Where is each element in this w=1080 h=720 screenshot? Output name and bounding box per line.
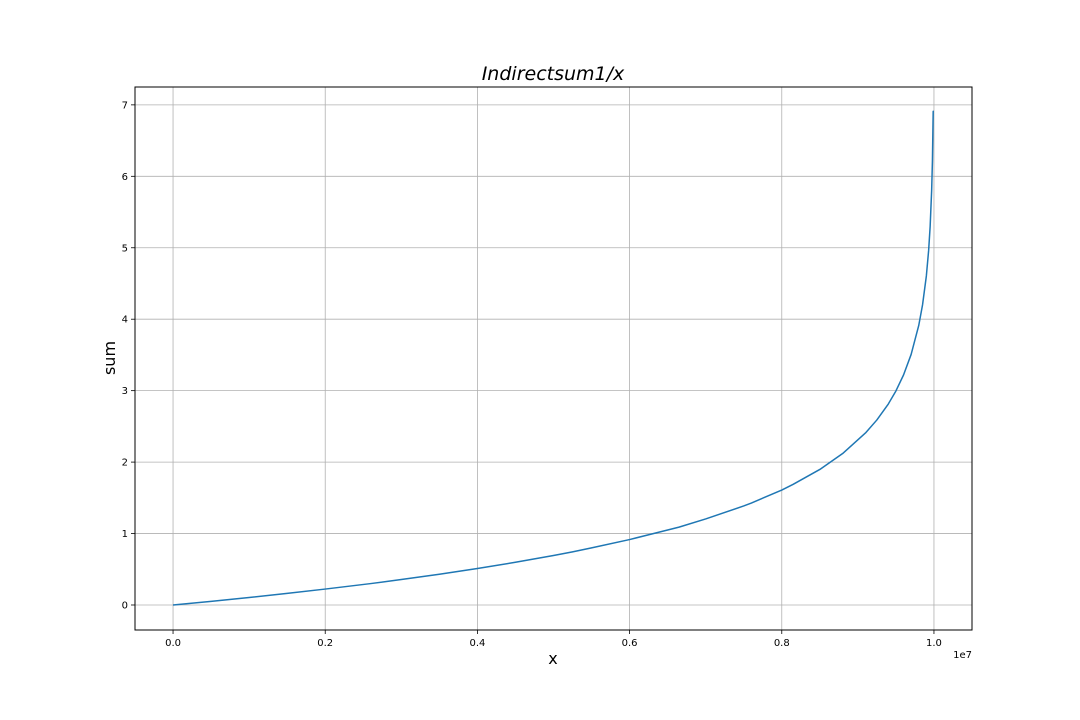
x-axis: 0.0 0.2 0.4 0.6 0.8 1.0 bbox=[165, 630, 942, 649]
y-tick-label: 7 bbox=[122, 100, 128, 111]
plot-area bbox=[172, 110, 935, 606]
x-offset-label: 1e7 bbox=[953, 650, 972, 661]
y-tick-label: 2 bbox=[122, 458, 128, 469]
y-tick-label: 0 bbox=[122, 600, 128, 611]
chart-title: Indirectsum1/x bbox=[482, 63, 625, 85]
y-tick-label: 6 bbox=[122, 172, 128, 183]
y-tick-label: 1 bbox=[122, 529, 128, 540]
y-tick-label: 5 bbox=[122, 243, 128, 254]
x-tick-label: 0.8 bbox=[774, 638, 790, 649]
x-tick-label: 0.6 bbox=[622, 638, 638, 649]
x-axis-label: x bbox=[548, 649, 557, 668]
x-tick-label: 1.0 bbox=[926, 638, 942, 649]
x-tick-label: 0.2 bbox=[317, 638, 333, 649]
y-tick-label: 4 bbox=[122, 315, 128, 326]
grid bbox=[135, 87, 972, 630]
y-axis-label: sum bbox=[100, 341, 119, 375]
axes-frame bbox=[134, 86, 973, 631]
x-tick-label: 0.4 bbox=[469, 638, 485, 649]
y-tick-label: 3 bbox=[122, 386, 128, 397]
x-tick-label: 0.0 bbox=[165, 638, 181, 649]
y-axis: 0 1 2 3 4 5 6 7 bbox=[122, 100, 135, 611]
series-line bbox=[172, 110, 935, 606]
